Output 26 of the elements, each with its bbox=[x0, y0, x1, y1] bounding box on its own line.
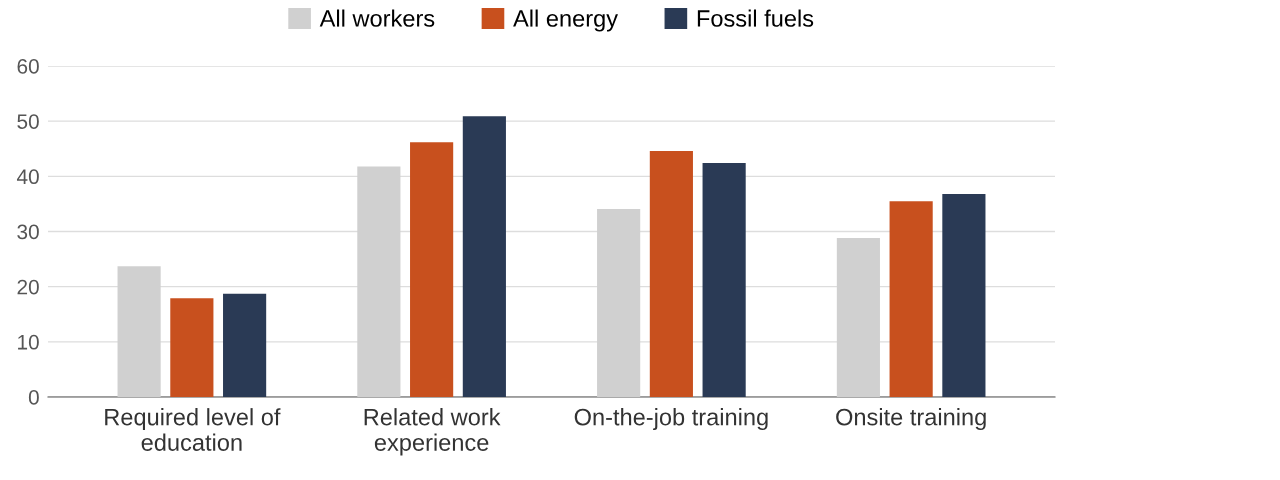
bar bbox=[702, 163, 746, 397]
bar bbox=[462, 116, 506, 397]
bar bbox=[836, 238, 880, 397]
y-tick-label: 40 bbox=[16, 169, 39, 185]
y-tick-label: 30 bbox=[17, 224, 39, 240]
y-tick-label: 20 bbox=[17, 279, 39, 295]
x-tick-label: On-the-job training bbox=[574, 408, 768, 431]
bar bbox=[649, 150, 693, 397]
bar bbox=[223, 293, 267, 397]
y-tick-label: 0 bbox=[28, 390, 39, 405]
legend-label: All workers bbox=[319, 9, 435, 27]
y-tick-label: 10 bbox=[18, 334, 39, 350]
bar bbox=[942, 193, 986, 397]
bar bbox=[170, 298, 214, 397]
x-tick-label: Required level of education bbox=[105, 408, 281, 451]
bar bbox=[597, 208, 641, 397]
legend-label: Fossil fuels bbox=[697, 9, 814, 27]
x-tick-label: Onsite training bbox=[836, 408, 986, 431]
bar bbox=[117, 266, 161, 397]
bar bbox=[410, 142, 454, 397]
bar bbox=[889, 201, 933, 397]
legend-label: All energy bbox=[513, 9, 618, 32]
x-tick-label: Related work experience bbox=[364, 408, 501, 456]
y-tick-label: 60 bbox=[17, 59, 39, 74]
bar bbox=[357, 166, 401, 397]
y-tick-label: 50 bbox=[17, 114, 39, 129]
